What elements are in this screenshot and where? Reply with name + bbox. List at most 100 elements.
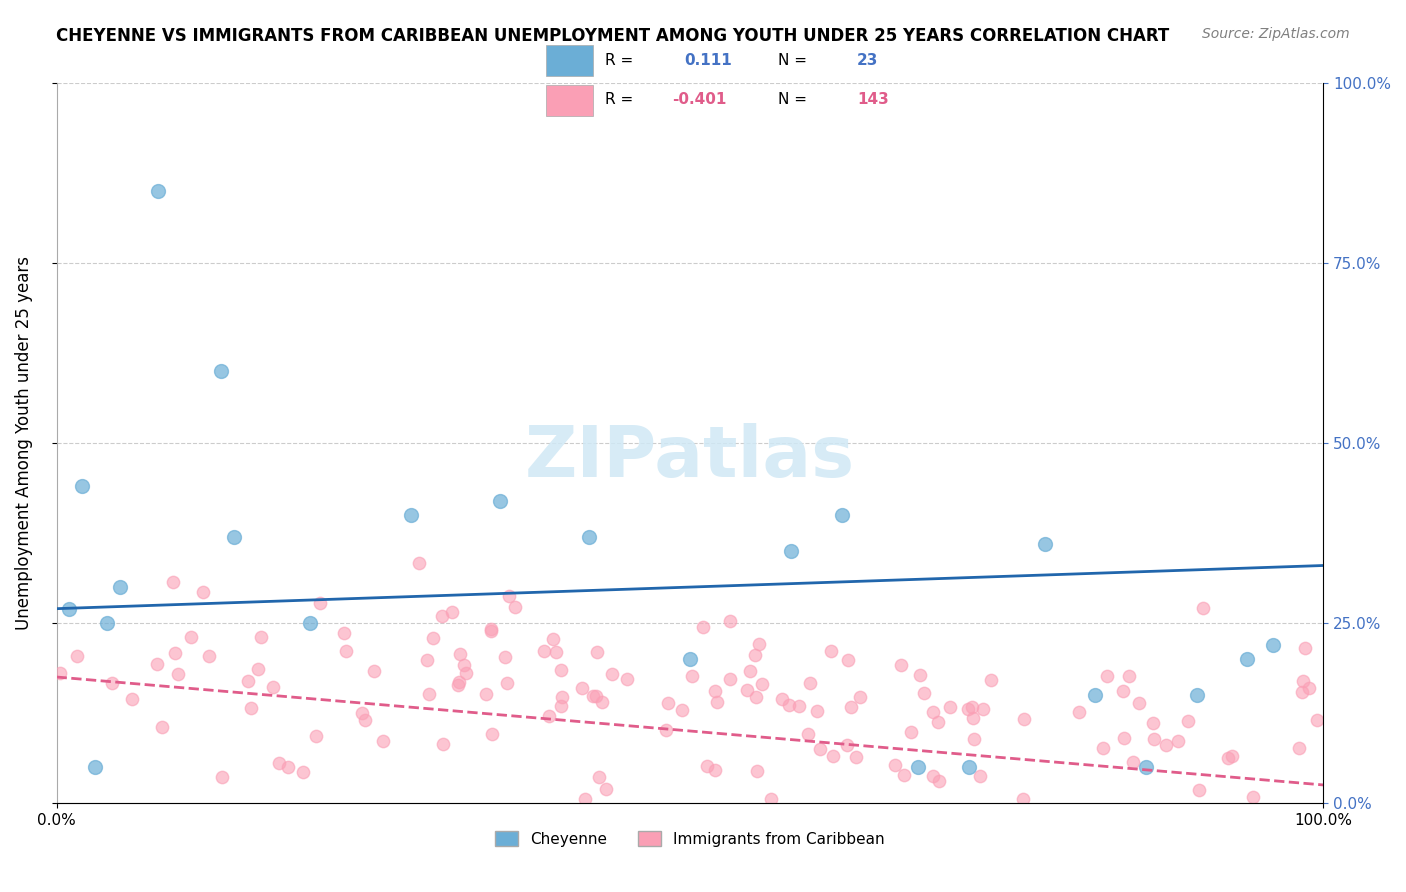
Point bbox=[479, 622, 502, 636]
Point bbox=[980, 673, 1002, 687]
Point bbox=[70, 479, 93, 493]
Point bbox=[740, 664, 762, 678]
Text: CHEYENNE VS IMMIGRANTS FROM CARIBBEAN UNEMPLOYMENT AMONG YOUTH UNDER 25 YEARS CO: CHEYENNE VS IMMIGRANTS FROM CARIBBEAN UN… bbox=[56, 27, 1170, 45]
Point bbox=[600, 667, 623, 681]
Point bbox=[447, 678, 470, 692]
Point bbox=[121, 692, 143, 706]
Point bbox=[616, 673, 638, 687]
Point bbox=[550, 698, 572, 713]
Point bbox=[350, 706, 373, 721]
Point bbox=[969, 768, 991, 782]
Point bbox=[1095, 669, 1118, 683]
Point bbox=[1167, 734, 1189, 748]
Point bbox=[835, 739, 858, 753]
Point bbox=[581, 689, 603, 703]
Point bbox=[191, 585, 214, 599]
Point bbox=[538, 709, 561, 723]
Point bbox=[963, 732, 986, 747]
Point bbox=[799, 676, 821, 690]
Point bbox=[58, 601, 80, 615]
Point bbox=[305, 729, 328, 743]
Point bbox=[837, 653, 859, 667]
Point bbox=[578, 530, 600, 544]
Point bbox=[83, 760, 105, 774]
Point bbox=[1236, 652, 1258, 666]
Point bbox=[498, 590, 520, 604]
Point bbox=[481, 727, 503, 741]
Point bbox=[1012, 712, 1035, 726]
Point bbox=[1288, 740, 1310, 755]
Point bbox=[1177, 714, 1199, 728]
Point bbox=[1220, 748, 1243, 763]
Point bbox=[744, 648, 766, 663]
Point bbox=[780, 544, 803, 558]
Point bbox=[849, 690, 872, 705]
Point bbox=[831, 508, 853, 523]
Point bbox=[912, 686, 935, 700]
Point bbox=[277, 760, 299, 774]
Point bbox=[821, 748, 844, 763]
Point bbox=[49, 666, 72, 681]
Point bbox=[222, 530, 245, 544]
Point bbox=[449, 647, 471, 661]
Text: 23: 23 bbox=[858, 54, 879, 68]
Point bbox=[585, 690, 607, 704]
Point bbox=[146, 657, 169, 672]
Point bbox=[595, 782, 617, 797]
Point bbox=[907, 760, 929, 774]
Point bbox=[778, 698, 800, 712]
Point bbox=[960, 700, 983, 714]
Point bbox=[1112, 683, 1135, 698]
Point bbox=[1067, 705, 1090, 719]
Point bbox=[574, 792, 596, 806]
Point bbox=[957, 760, 980, 774]
Point bbox=[432, 737, 454, 751]
Point bbox=[1291, 685, 1313, 699]
Point bbox=[761, 792, 783, 806]
Point bbox=[543, 632, 565, 647]
Text: ZIPatlas: ZIPatlas bbox=[524, 423, 855, 492]
Point bbox=[108, 580, 131, 594]
Point bbox=[180, 630, 202, 644]
Point bbox=[1185, 688, 1208, 702]
Point bbox=[883, 757, 905, 772]
Point bbox=[787, 698, 810, 713]
Point bbox=[893, 768, 915, 782]
Point bbox=[1298, 681, 1320, 695]
Point bbox=[718, 672, 741, 686]
Point bbox=[956, 702, 979, 716]
Point bbox=[751, 677, 773, 691]
Point bbox=[704, 763, 727, 777]
Point bbox=[681, 669, 703, 683]
Point bbox=[927, 715, 949, 730]
Point bbox=[1294, 641, 1316, 656]
Point bbox=[447, 675, 470, 690]
Point bbox=[718, 615, 741, 629]
Point bbox=[454, 666, 477, 681]
Point bbox=[474, 687, 496, 701]
Point bbox=[262, 680, 284, 694]
Point bbox=[1143, 731, 1166, 746]
Point bbox=[747, 764, 769, 778]
Point bbox=[211, 770, 233, 784]
Point bbox=[1218, 750, 1240, 764]
Bar bbox=[546, 85, 593, 116]
Point bbox=[418, 687, 440, 701]
Point bbox=[921, 769, 943, 783]
Point bbox=[551, 690, 574, 704]
Point bbox=[209, 364, 232, 378]
Point bbox=[571, 681, 593, 695]
Point bbox=[585, 645, 607, 659]
Point bbox=[479, 624, 502, 639]
Text: Source: ZipAtlas.com: Source: ZipAtlas.com bbox=[1202, 27, 1350, 41]
Point bbox=[308, 596, 330, 610]
Point bbox=[706, 695, 728, 709]
Point bbox=[1033, 537, 1056, 551]
Point bbox=[146, 185, 169, 199]
Point bbox=[655, 723, 678, 737]
Point bbox=[496, 676, 519, 690]
Point bbox=[1112, 731, 1135, 746]
Point bbox=[101, 676, 124, 690]
Point bbox=[696, 759, 718, 773]
Point bbox=[679, 652, 702, 666]
